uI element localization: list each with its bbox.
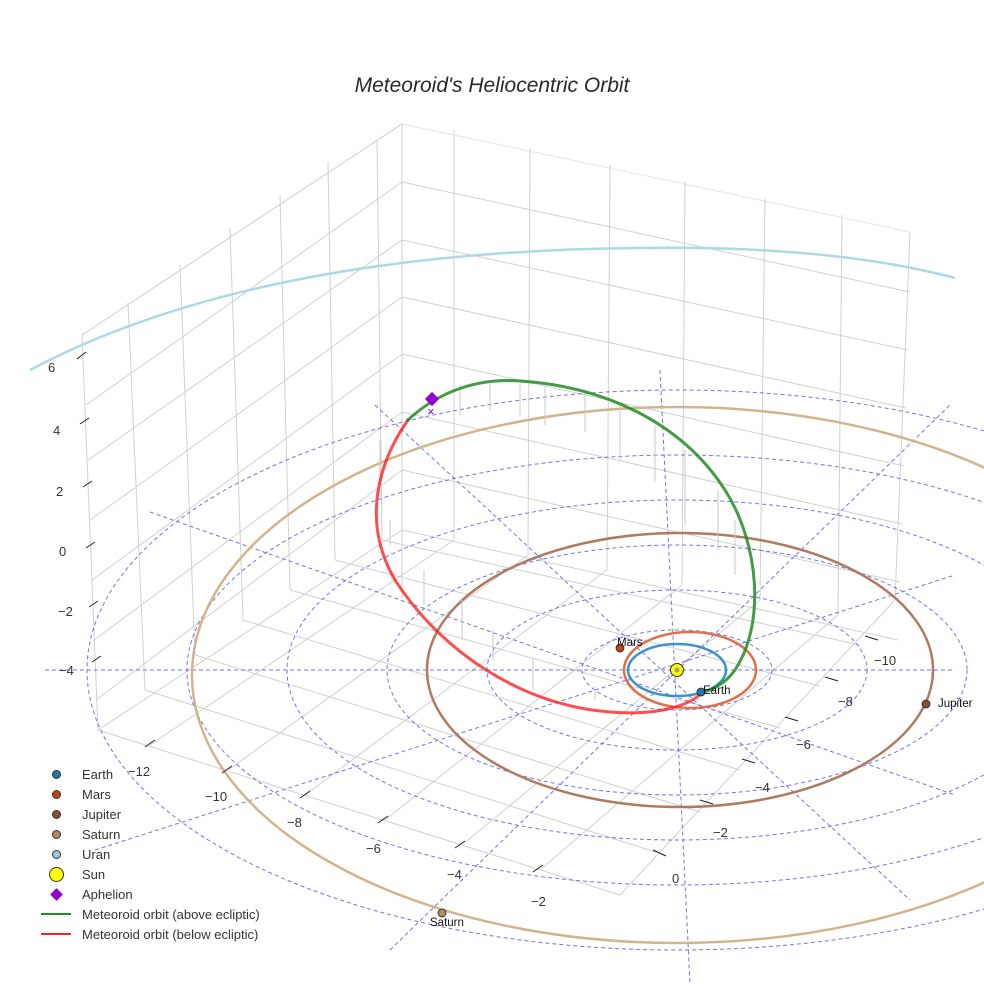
- jupiter-marker: [921, 699, 931, 709]
- legend-item-uran[interactable]: Uran: [38, 844, 260, 864]
- earth-marker: [696, 687, 706, 697]
- legend-label: Sun: [82, 866, 106, 882]
- x-axis: −12 −10 −8 −6 −4 −2 0: [128, 739, 679, 909]
- legend-item-mars[interactable]: Mars: [38, 784, 260, 804]
- y-tick: −2: [713, 825, 728, 840]
- legend-label: Mars: [82, 786, 111, 802]
- planet-markers: ×: [424, 391, 931, 918]
- mars-label: Mars: [617, 637, 643, 649]
- z-tick: −2: [58, 604, 73, 619]
- x-tick: 0: [672, 871, 679, 886]
- saturn-orbit: [190, 405, 984, 945]
- y-tick: −8: [838, 694, 853, 709]
- saturn-marker: [437, 908, 447, 918]
- z-tick: 0: [59, 544, 66, 559]
- jupiter-label: Jupiter: [938, 698, 973, 710]
- saturn-label: Saturn: [430, 917, 464, 929]
- legend-item-aphelion[interactable]: Aphelion: [38, 884, 260, 904]
- orbit-above-ecliptic: [406, 379, 757, 694]
- legend-item-jupiter[interactable]: Jupiter: [38, 804, 260, 824]
- legend-label: Jupiter: [82, 806, 122, 822]
- legend-label: Saturn: [82, 826, 121, 842]
- x-tick: −4: [447, 867, 462, 882]
- uran-orbit: [29, 246, 956, 372]
- earth-orbit: [626, 642, 728, 698]
- meteoroid-orbit: [374, 379, 757, 715]
- aphelion-diamond-icon: [49, 887, 63, 901]
- jupiter-dot-icon: [51, 809, 61, 819]
- x-tick: −2: [531, 894, 546, 909]
- uran-dot-icon: [51, 849, 61, 859]
- legend-label: Aphelion: [82, 886, 133, 902]
- y-tick: −10: [874, 653, 896, 668]
- orbit-below-ecliptic: [374, 418, 705, 715]
- legend-item-orbit-below[interactable]: Meteoroid orbit (below ecliptic): [38, 924, 260, 944]
- legend-item-earth[interactable]: Earth: [38, 764, 260, 784]
- x-tick: −10: [205, 789, 227, 804]
- planet-annotations: Mars Earth Jupiter Saturn: [430, 637, 973, 929]
- legend-label: Uran: [82, 846, 111, 862]
- aphelion-projection-icon: ×: [427, 404, 435, 419]
- z-axis: 6 4 2 0 −2 −4: [48, 351, 102, 678]
- red-line-icon: [41, 933, 71, 935]
- legend-label: Meteoroid orbit (below ecliptic): [82, 926, 259, 942]
- earth-dot-icon: [51, 769, 61, 779]
- chart-title: Meteoroid's Heliocentric Orbit: [354, 74, 630, 97]
- x-tick: −8: [287, 815, 302, 830]
- legend-item-saturn[interactable]: Saturn: [38, 824, 260, 844]
- earth-label: Earth: [703, 685, 731, 697]
- planet-orbits: [29, 246, 984, 945]
- aphelion-marker: [424, 391, 440, 407]
- z-tick: 6: [48, 360, 55, 375]
- z-tick: −4: [59, 663, 74, 678]
- sun-dot-icon: [48, 866, 64, 882]
- x-tick: −6: [366, 841, 381, 856]
- z-tick: 4: [53, 423, 60, 438]
- saturn-dot-icon: [51, 829, 61, 839]
- green-line-icon: [41, 913, 71, 915]
- legend-item-orbit-above[interactable]: Meteoroid orbit (above ecliptic): [38, 904, 260, 924]
- x-tick: −12: [128, 764, 150, 779]
- legend-item-sun[interactable]: Sun: [38, 864, 260, 884]
- y-tick: −6: [796, 737, 811, 752]
- box-grid: [81, 123, 911, 896]
- drop-lines: [379, 383, 736, 700]
- legend-label: Earth: [82, 766, 114, 782]
- jupiter-orbit: [425, 531, 935, 809]
- mars-dot-icon: [51, 789, 61, 799]
- sun-core: [674, 667, 680, 673]
- legend-label: Meteoroid orbit (above ecliptic): [82, 906, 260, 922]
- z-tick: 2: [56, 484, 63, 499]
- y-axis: −10 −8 −6 −4 −2: [652, 635, 896, 857]
- mars-orbit: [622, 630, 758, 710]
- legend: Earth Mars Jupiter Saturn Uran Sun Aphel…: [38, 764, 260, 944]
- mars-marker: [615, 643, 625, 653]
- y-tick: −4: [755, 780, 770, 795]
